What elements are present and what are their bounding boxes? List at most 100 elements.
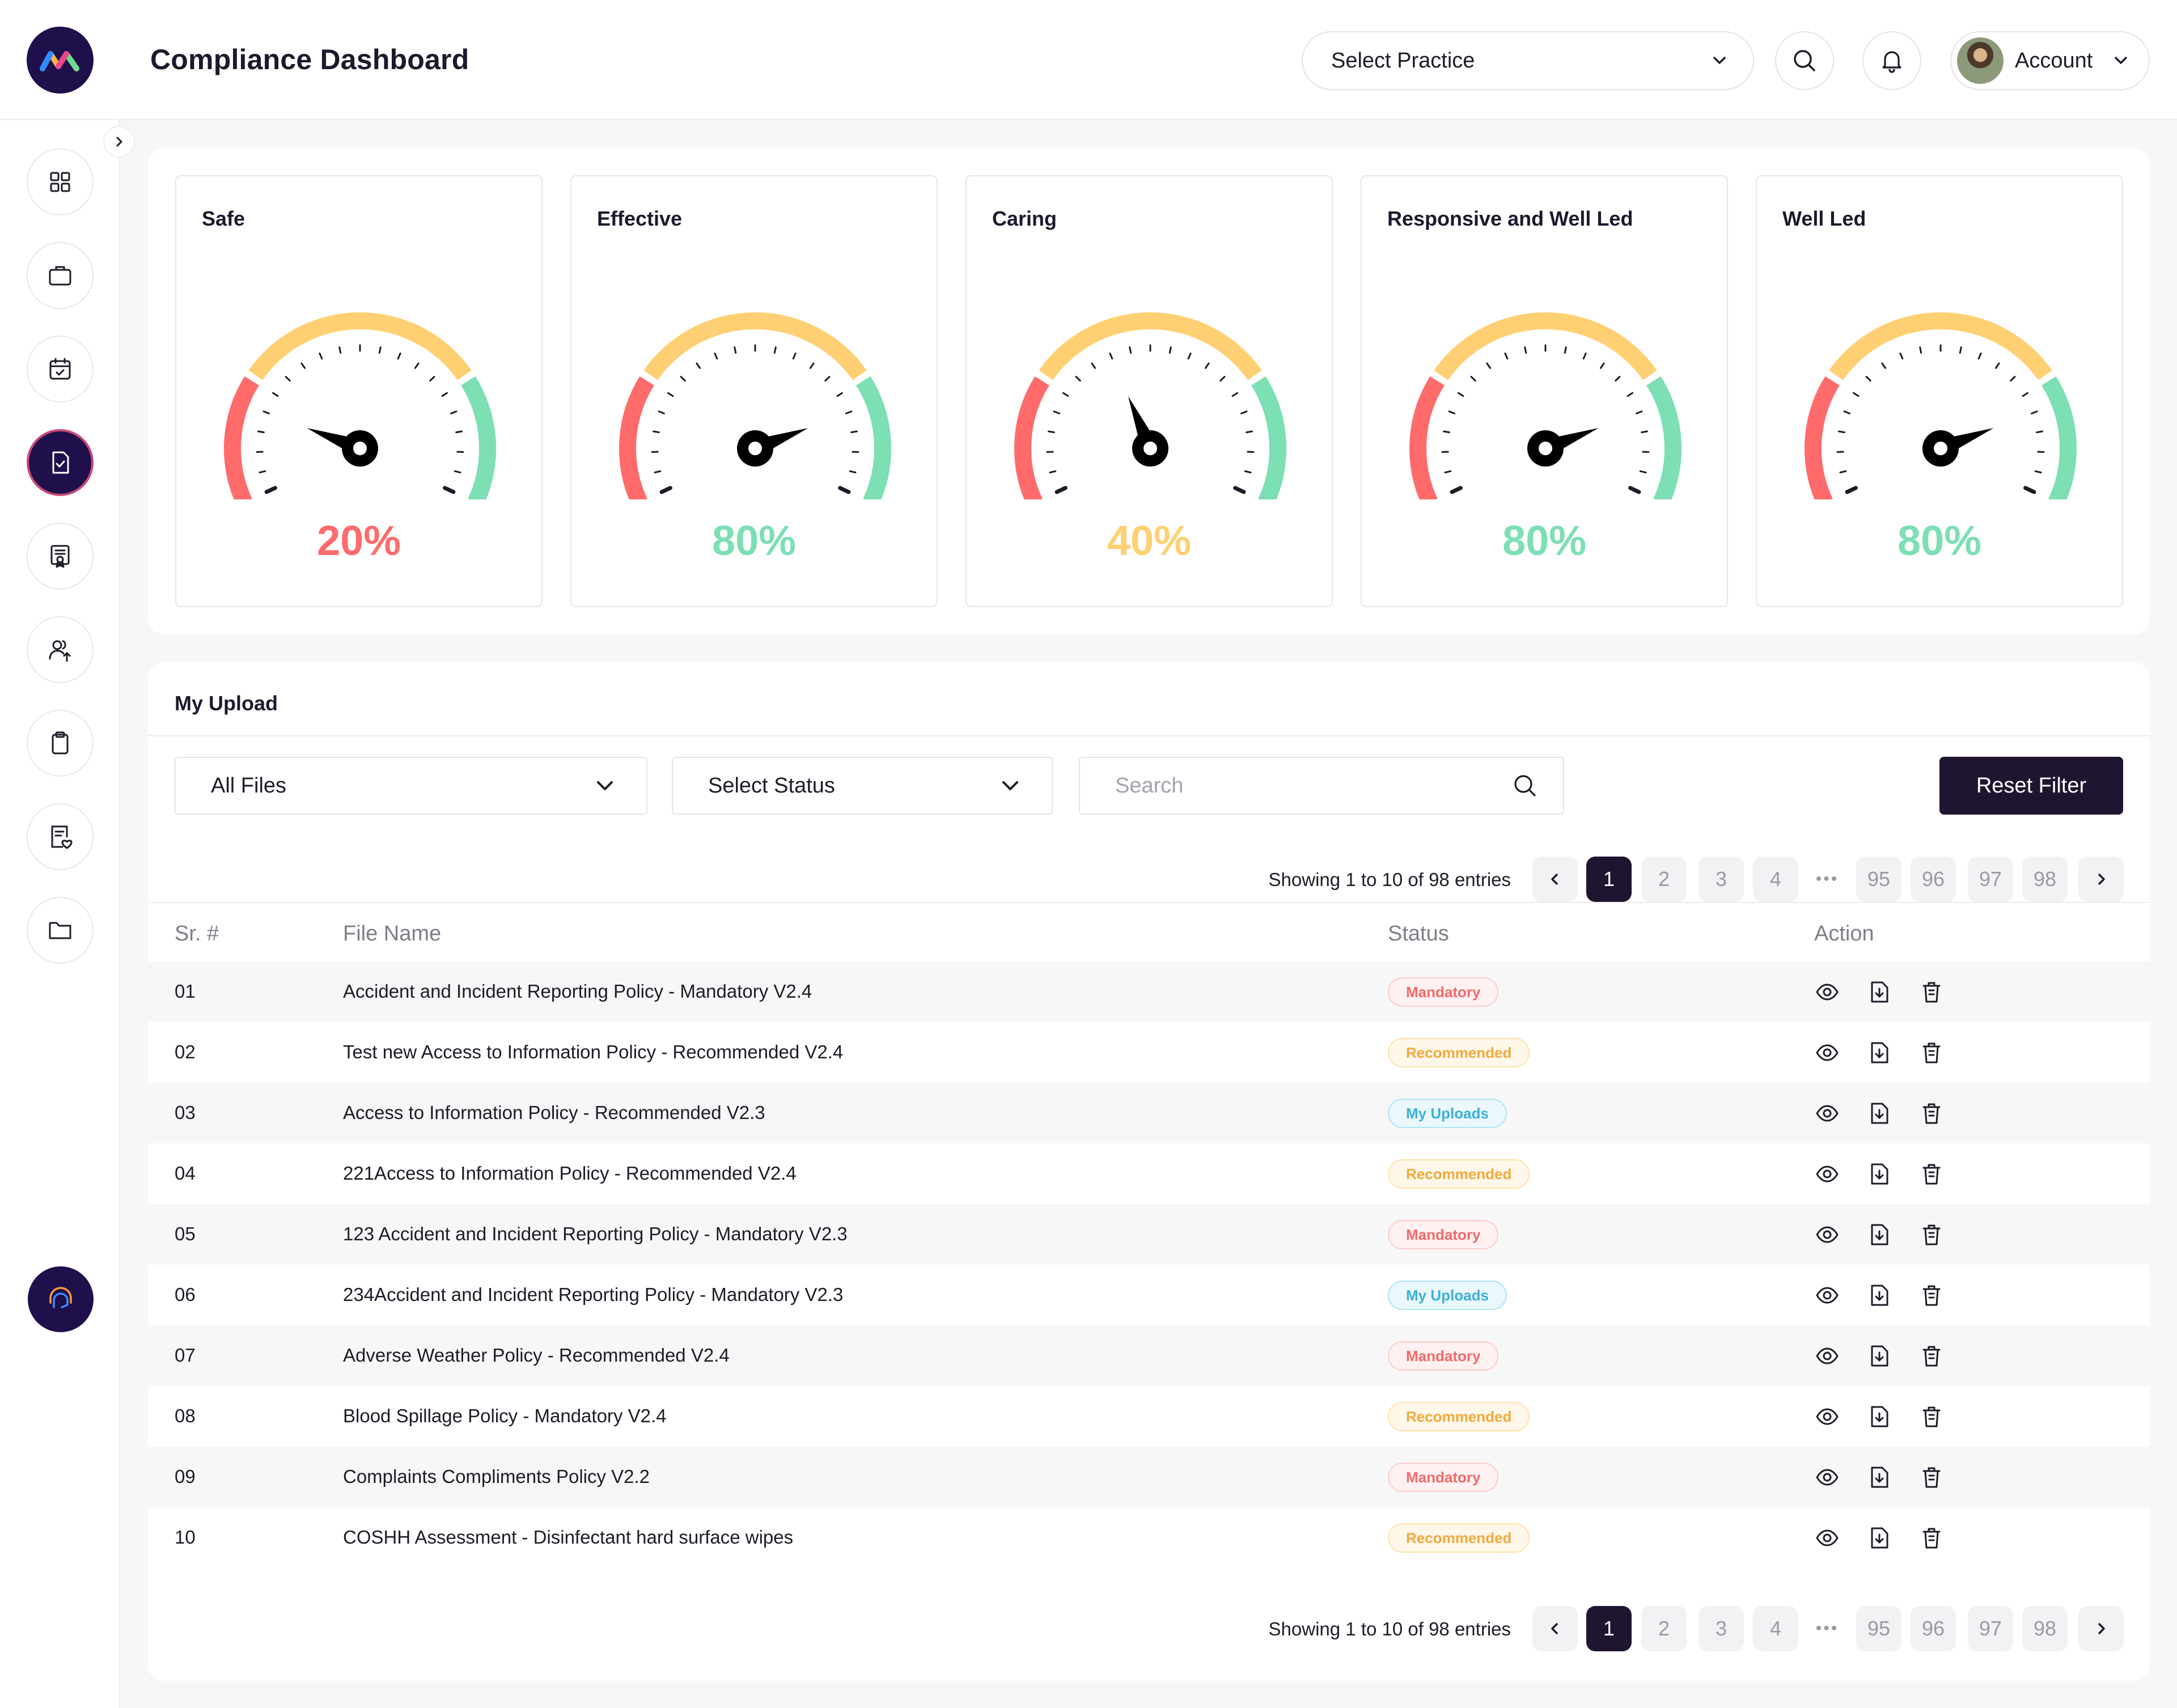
page-button[interactable]: 96 xyxy=(1911,1606,1956,1651)
download-button[interactable] xyxy=(1863,1097,1895,1129)
gauge-band-mid xyxy=(1829,312,2052,380)
page-button[interactable]: 1 xyxy=(1586,1606,1632,1651)
search-button[interactable] xyxy=(1775,31,1834,90)
gauge-tick xyxy=(264,486,277,494)
page-button[interactable]: 4 xyxy=(1753,1606,1798,1651)
delete-button[interactable] xyxy=(1916,976,1947,1008)
sidebar-item-users[interactable] xyxy=(27,616,94,683)
download-button[interactable] xyxy=(1863,1279,1895,1311)
page-button[interactable]: 97 xyxy=(1968,857,2013,902)
view-button[interactable] xyxy=(1811,1037,1843,1069)
sidebar-item-policies[interactable] xyxy=(27,803,94,870)
select-practice-dropdown[interactable]: Select Practice xyxy=(1302,31,1754,90)
gauge-tick xyxy=(2010,376,2016,382)
account-menu[interactable]: Account xyxy=(1950,31,2150,90)
view-button[interactable] xyxy=(1811,1522,1843,1554)
gauge-band-mid xyxy=(643,312,867,380)
search-icon[interactable] xyxy=(1512,773,1538,799)
next-page-button[interactable] xyxy=(2078,857,2124,902)
view-button[interactable] xyxy=(1811,1461,1843,1493)
download-button[interactable] xyxy=(1863,1219,1895,1251)
page-button[interactable]: 1 xyxy=(1586,857,1632,902)
view-button[interactable] xyxy=(1811,1097,1843,1129)
sidebar-item-practice[interactable] xyxy=(27,242,94,309)
gauge-band-mid xyxy=(1434,312,1657,380)
page-button[interactable]: 4 xyxy=(1753,857,1798,902)
gauge-band-mid xyxy=(1039,312,1262,380)
support-button[interactable] xyxy=(28,1266,94,1332)
page-button[interactable]: 3 xyxy=(1699,1606,1744,1651)
gauge-tick xyxy=(338,346,342,354)
gauge-tick xyxy=(838,486,851,494)
view-button[interactable] xyxy=(1811,1279,1843,1311)
table-row: 08 Blood Spillage Policy - Mandatory V2.4… xyxy=(148,1386,2150,1447)
search-input[interactable] xyxy=(1115,773,1455,798)
download-button[interactable] xyxy=(1863,1522,1895,1554)
gauge-tick xyxy=(1639,470,1647,473)
page-button[interactable]: 97 xyxy=(1968,1606,2013,1651)
prev-page-button[interactable] xyxy=(1532,1606,1578,1651)
status-badge: Mandatory xyxy=(1388,977,1499,1007)
row-sr-number: 03 xyxy=(175,1102,196,1123)
page-button[interactable]: 96 xyxy=(1911,857,1956,902)
page-button[interactable]: 98 xyxy=(2022,1606,2068,1651)
delete-button[interactable] xyxy=(1916,1340,1947,1372)
status-badge: My Uploads xyxy=(1388,1099,1507,1128)
row-sr-number: 07 xyxy=(175,1345,196,1366)
prev-page-button[interactable] xyxy=(1532,857,1578,902)
view-button[interactable] xyxy=(1811,1340,1843,1372)
page-button[interactable]: 95 xyxy=(1856,857,1901,902)
delete-button[interactable] xyxy=(1916,1037,1947,1069)
delete-button[interactable] xyxy=(1916,1279,1947,1311)
divider xyxy=(148,735,2150,736)
eye-icon xyxy=(1816,1226,1839,1243)
page-button[interactable]: 3 xyxy=(1699,857,1744,902)
download-button[interactable] xyxy=(1863,1037,1895,1069)
delete-button[interactable] xyxy=(1916,1401,1947,1432)
file-type-dropdown[interactable]: All Files xyxy=(175,757,647,815)
divider xyxy=(148,902,2150,903)
gauge-safe xyxy=(224,312,496,499)
sidebar-item-certificate[interactable] xyxy=(27,523,94,590)
view-button[interactable] xyxy=(1811,1219,1843,1251)
trash-icon xyxy=(1922,1164,1941,1185)
gauge-tick xyxy=(1246,430,1253,434)
chevron-right-icon xyxy=(2098,1623,2105,1634)
page-button[interactable]: 2 xyxy=(1641,1606,1687,1651)
gauge-tick xyxy=(849,470,857,473)
gauge-tick xyxy=(680,376,686,382)
sidebar-item-calendar[interactable] xyxy=(27,336,94,402)
brand-logo[interactable] xyxy=(27,27,94,94)
view-button[interactable] xyxy=(1811,976,1843,1008)
notifications-button[interactable] xyxy=(1862,31,1921,90)
page-button[interactable]: 2 xyxy=(1641,857,1687,902)
reset-filter-button[interactable]: Reset Filter xyxy=(1939,757,2123,815)
download-button[interactable] xyxy=(1863,976,1895,1008)
sidebar-item-clipboard[interactable] xyxy=(27,710,94,777)
view-button[interactable] xyxy=(1811,1401,1843,1432)
delete-button[interactable] xyxy=(1916,1219,1947,1251)
view-button[interactable] xyxy=(1811,1158,1843,1190)
next-page-button[interactable] xyxy=(2078,1606,2124,1651)
page-button[interactable]: 95 xyxy=(1856,1606,1901,1651)
sidebar-item-dashboard[interactable] xyxy=(27,149,94,215)
page-button[interactable]: 98 xyxy=(2022,857,2068,902)
sidebar-item-folders[interactable] xyxy=(27,897,94,964)
sidebar-collapse-button[interactable] xyxy=(103,126,135,158)
gauge-tick xyxy=(1628,486,1641,494)
chevron-down-icon xyxy=(597,781,613,790)
status-dropdown[interactable]: Select Status xyxy=(672,757,1053,815)
delete-button[interactable] xyxy=(1916,1097,1947,1129)
gauge-tick xyxy=(809,362,815,369)
sidebar-item-compliance[interactable] xyxy=(27,429,94,496)
download-button[interactable] xyxy=(1863,1461,1895,1493)
delete-button[interactable] xyxy=(1916,1461,1947,1493)
gauge-tick xyxy=(773,346,777,354)
download-button[interactable] xyxy=(1863,1158,1895,1190)
download-button[interactable] xyxy=(1863,1340,1895,1372)
delete-button[interactable] xyxy=(1916,1522,1947,1554)
gauge-tick xyxy=(1853,392,1860,397)
download-button[interactable] xyxy=(1863,1401,1895,1432)
delete-button[interactable] xyxy=(1916,1158,1947,1190)
chevron-right-icon xyxy=(2098,874,2105,885)
